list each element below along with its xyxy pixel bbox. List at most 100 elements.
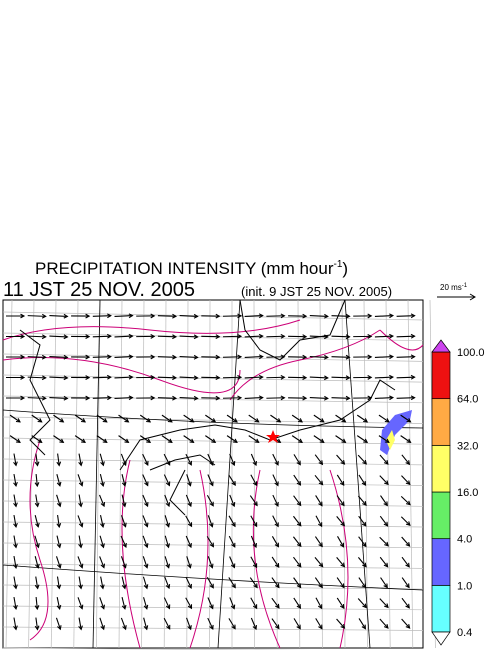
arrow-shaft (244, 376, 263, 379)
wind-arrow (71, 354, 91, 360)
arrow-shaft (293, 577, 302, 588)
wind-arrow (34, 556, 40, 569)
arrow-shaft (120, 515, 127, 527)
wind-arrow (222, 395, 243, 401)
arrow-shaft (56, 494, 61, 507)
arrow-shaft (396, 335, 415, 338)
arrow-shaft (271, 597, 280, 609)
arrow-shaft (205, 414, 216, 423)
arrow-shaft (401, 597, 410, 609)
arrow-shaft (228, 474, 236, 486)
arrow-head (41, 375, 47, 381)
wind-arrow (266, 354, 286, 360)
arrow-head (280, 395, 286, 401)
arrow-shaft (99, 474, 104, 486)
arrow-shaft (249, 577, 258, 588)
wind-arrow (179, 375, 199, 381)
arrow-shaft (291, 414, 303, 423)
wind-arrow (186, 556, 192, 569)
arrow-head (165, 481, 171, 487)
arrow-shaft (27, 335, 46, 338)
arrow-head (165, 563, 171, 569)
arrow-head (144, 460, 149, 466)
arrow-head (405, 460, 411, 466)
wind-arrow (357, 454, 368, 465)
wind-arrow (56, 597, 62, 610)
arrow-shaft (143, 597, 148, 609)
wind-arrow (183, 435, 195, 444)
arrow-head (280, 313, 286, 319)
arrow-shaft (9, 435, 21, 443)
arrow-shaft (293, 515, 302, 527)
arrow-head (384, 438, 390, 444)
arrow-shaft (49, 397, 68, 399)
arrow-head (296, 624, 301, 630)
arrow-head (367, 313, 373, 319)
arrow-head (280, 374, 286, 380)
arrow-head (187, 522, 193, 528)
arrow-shaft (57, 453, 60, 466)
arrow-head (106, 374, 112, 380)
arrow-shaft (185, 535, 192, 548)
arrow-shaft (99, 597, 105, 609)
wind-arrow (379, 536, 389, 547)
arrow-head (13, 461, 18, 467)
arrow-shaft (374, 376, 393, 379)
arrow-shaft (56, 474, 61, 486)
arrow-head (258, 354, 264, 360)
arrow-head (215, 354, 221, 360)
arrow-head (275, 583, 280, 589)
wind-arrow (337, 536, 345, 548)
wind-arrow (164, 494, 171, 508)
arrow-shaft (163, 453, 171, 466)
arrow-shaft (270, 414, 281, 423)
wind-arrow (374, 354, 395, 360)
arrow-shaft (77, 597, 83, 609)
wind-arrow (77, 597, 84, 610)
arrow-head (345, 313, 351, 319)
arrow-head (128, 395, 134, 401)
wind-arrow (293, 474, 302, 486)
wind-arrow (293, 454, 301, 466)
arrow-head (165, 543, 170, 549)
arrow-head (121, 604, 127, 610)
arrow-head (167, 438, 173, 444)
wind-arrow (78, 494, 83, 508)
wind-arrow (396, 395, 416, 401)
arrow-shaft (271, 577, 280, 588)
arrow-shaft (336, 516, 345, 526)
arrow-shaft (35, 453, 39, 466)
wind-arrow (56, 474, 62, 487)
wind-arrow (353, 313, 373, 319)
arrow-head (318, 501, 323, 507)
arrow-head (232, 438, 238, 444)
arrow-shaft (336, 618, 345, 629)
arrow-head (121, 584, 127, 590)
wind-arrow (201, 395, 221, 401)
arrow-head (209, 481, 214, 487)
wind-arrow (314, 474, 324, 486)
arrow-head (318, 480, 324, 486)
arrow-shaft (378, 414, 390, 423)
arrow-head (296, 501, 302, 507)
arrow-head (383, 623, 389, 629)
arrow-shaft (163, 617, 171, 630)
wind-arrow (34, 576, 40, 590)
map (2, 299, 436, 650)
wind-arrow (315, 515, 323, 528)
arrow-head (78, 461, 83, 467)
arrow-head (302, 375, 308, 381)
arrow-shaft (336, 495, 345, 506)
colorbar-bin (431, 584, 451, 633)
arrow-shaft (226, 435, 238, 443)
arrow-shaft (96, 414, 108, 423)
meridian (2, 409, 424, 429)
wind-arrow (13, 576, 18, 590)
arrow-shaft (74, 435, 86, 443)
arrow-head (122, 522, 127, 528)
arrow-shaft (13, 494, 17, 507)
wind-arrow (142, 515, 149, 528)
wind-arrow (226, 435, 238, 444)
arrow-head (165, 502, 171, 508)
wind-arrow (77, 474, 84, 487)
